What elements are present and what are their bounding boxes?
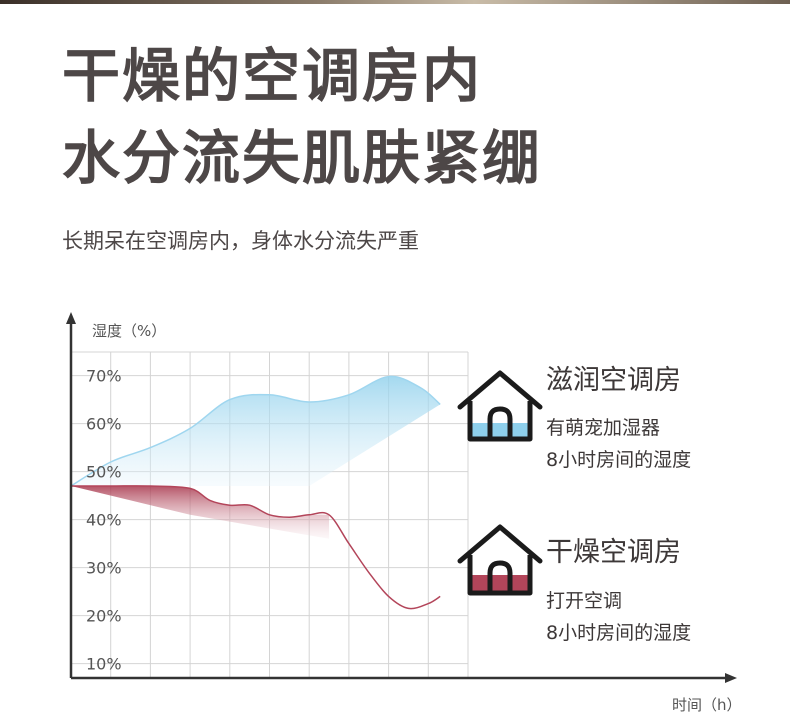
page-subtitle: 长期呆在空调房内，身体水分流失严重 — [62, 229, 419, 253]
y-tick-label: 10% — [86, 655, 122, 674]
y-axis-arrow — [66, 312, 76, 324]
legend-dry-line1: 打开空调 — [546, 590, 622, 612]
legend-moist-line1: 有萌宠加湿器 — [546, 417, 660, 439]
chart-areas — [70, 375, 441, 610]
page-title-line1: 干燥的空调房内 — [62, 42, 483, 110]
chart-axes — [66, 312, 737, 683]
series-dry-line — [71, 485, 441, 610]
house-moist-icon — [457, 370, 543, 442]
page-title-line2: 水分流失肌肤紧绷 — [62, 124, 543, 192]
top-decor-bar — [0, 0, 790, 4]
legend-moist-line2: 8小时房间的湿度 — [546, 449, 691, 471]
y-tick-label: 20% — [86, 607, 122, 626]
legend-dry-line2: 8小时房间的湿度 — [546, 622, 691, 644]
x-axis-label: 时间（h） — [672, 696, 742, 714]
y-tick-label: 40% — [86, 511, 122, 530]
y-tick-label: 30% — [86, 559, 122, 578]
y-tick-label: 60% — [86, 415, 122, 434]
y-axis-label: 湿度（%） — [92, 322, 166, 340]
series-dry-area — [71, 485, 330, 539]
legend-dry-title: 干燥空调房 — [546, 537, 681, 568]
series-moist-line — [70, 375, 441, 487]
series-moist-area — [71, 376, 441, 486]
legend-moist-title: 滋润空调房 — [546, 365, 681, 396]
x-axis-arrow — [725, 673, 737, 683]
y-tick-label: 70% — [86, 367, 122, 386]
y-tick-label: 50% — [86, 463, 122, 482]
house-dry-icon — [457, 524, 543, 596]
y-tick-labels: 70% 60% 50% 40% 30% 20% 10% — [86, 367, 122, 674]
